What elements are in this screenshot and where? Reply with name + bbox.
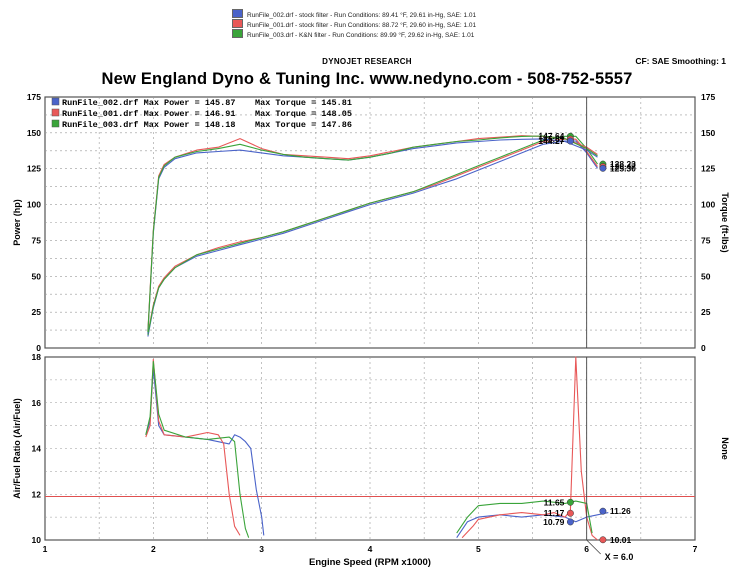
value-label: 126.47 bbox=[610, 162, 636, 172]
y2-tick-label: 175 bbox=[701, 92, 715, 102]
value-marker bbox=[566, 137, 574, 145]
y-tick-label: 175 bbox=[27, 92, 41, 102]
y-axis-title: Power (hp) bbox=[12, 199, 22, 246]
value-marker bbox=[599, 164, 607, 172]
y-tick-label: 75 bbox=[32, 235, 42, 245]
value-marker bbox=[566, 509, 574, 517]
x-tick-label: 1 bbox=[43, 544, 48, 554]
y2-tick-label: 0 bbox=[701, 343, 706, 353]
stats-torque: Max Torque = 147.86 bbox=[255, 120, 352, 130]
series-line bbox=[145, 367, 265, 536]
y-tick-label: 125 bbox=[27, 164, 41, 174]
value-label: 125.30 bbox=[610, 163, 636, 173]
y2-tick-label: 75 bbox=[701, 235, 711, 245]
shop-title: New England Dyno & Tuning Inc. www.nedyn… bbox=[101, 70, 633, 88]
stats-torque: Max Torque = 148.05 bbox=[255, 109, 352, 119]
stats-power: RunFile_001.drf Max Power = 146.91 bbox=[62, 109, 235, 119]
y-tick-label: 10 bbox=[32, 535, 42, 545]
y2-axis-title: Torque (ft-lbs) bbox=[720, 192, 730, 252]
y-tick-label: 18 bbox=[32, 352, 42, 362]
y2-tick-label: 125 bbox=[701, 164, 715, 174]
series-line bbox=[145, 361, 250, 538]
stats-swatch bbox=[51, 97, 60, 106]
series-line bbox=[147, 135, 598, 336]
stats-power: RunFile_003.drf Max Power = 148.18 bbox=[62, 120, 235, 130]
brand-label: DYNOJET RESEARCH bbox=[322, 57, 412, 66]
stats-swatch bbox=[51, 119, 60, 128]
value-label: 11.17 bbox=[544, 508, 565, 518]
cursor-label-leader bbox=[586, 539, 601, 555]
value-marker bbox=[599, 507, 607, 515]
run-swatch bbox=[232, 19, 243, 28]
value-label: 128.23 bbox=[610, 159, 636, 169]
y-tick-label: 12 bbox=[32, 489, 42, 499]
y-tick-label: 0 bbox=[36, 343, 41, 353]
x-tick-label: 6 bbox=[584, 544, 589, 554]
stats-power: RunFile_002.drf Max Power = 145.87 bbox=[62, 98, 235, 108]
value-label: 10.01 bbox=[610, 535, 632, 545]
y2-tick-label: 150 bbox=[701, 128, 715, 138]
x-axis-title: Engine Speed (RPM x1000) bbox=[309, 557, 431, 568]
y2-tick-label: 25 bbox=[701, 307, 711, 317]
run-swatch bbox=[232, 29, 243, 38]
series-line bbox=[147, 135, 598, 333]
value-label: 10.79 bbox=[543, 517, 565, 527]
series-line bbox=[461, 356, 598, 541]
run-legend-entry: RunFile_001.drf - stock filter - Run Con… bbox=[232, 19, 477, 29]
y2-tick-label: 50 bbox=[701, 271, 711, 281]
run-label: RunFile_003.drf - K&N filter - Run Condi… bbox=[247, 32, 475, 39]
x-tick-label: 5 bbox=[476, 544, 481, 554]
value-label: 144.27 bbox=[538, 136, 564, 146]
run-legend-entry: RunFile_003.drf - K&N filter - Run Condi… bbox=[232, 29, 475, 39]
value-marker bbox=[566, 498, 574, 506]
x-tick-label: 3 bbox=[259, 544, 264, 554]
y2-tick-label: 100 bbox=[701, 200, 715, 210]
x-tick-label: 2 bbox=[151, 544, 156, 554]
x-tick-label: 4 bbox=[368, 544, 373, 554]
run-swatch bbox=[232, 9, 243, 18]
settings-label: CF: SAE Smoothing: 1 bbox=[635, 56, 726, 66]
y-tick-label: 25 bbox=[32, 307, 42, 317]
y-tick-label: 100 bbox=[27, 200, 41, 210]
value-label: 11.26 bbox=[610, 506, 631, 516]
series-line bbox=[456, 500, 593, 534]
value-marker bbox=[599, 536, 607, 544]
value-label: 147.64 bbox=[538, 131, 564, 141]
run-legend-entry: RunFile_002.drf - stock filter - Run Con… bbox=[232, 9, 477, 19]
power-torque-plot: 0 0 25 25 50 50 75 75 100 100 125 125 150 150 175 175 Po… bbox=[12, 92, 730, 353]
value-label: 145.61 bbox=[538, 134, 564, 144]
report-header: RunFile_002.drf - stock filter - Run Con… bbox=[0, 0, 734, 100]
y-tick-label: 150 bbox=[27, 128, 41, 138]
stats-torque: Max Torque = 145.81 bbox=[255, 98, 352, 108]
value-label: 11.65 bbox=[544, 497, 565, 507]
x-tick-label: 7 bbox=[693, 544, 698, 554]
run-label: RunFile_001.drf - stock filter - Run Con… bbox=[247, 22, 477, 29]
stats-swatch bbox=[51, 108, 60, 117]
y-tick-label: 14 bbox=[32, 444, 42, 454]
y-tick-label: 16 bbox=[32, 398, 42, 408]
y-tick-label: 50 bbox=[32, 271, 42, 281]
y-axis-title: Air/Fuel Ratio (Air/Fuel) bbox=[12, 398, 22, 499]
run-label: RunFile_002.drf - stock filter - Run Con… bbox=[247, 12, 477, 19]
cursor-label: X = 6.0 bbox=[605, 552, 634, 562]
y2-axis-title: None bbox=[720, 437, 730, 460]
value-marker bbox=[566, 518, 574, 526]
